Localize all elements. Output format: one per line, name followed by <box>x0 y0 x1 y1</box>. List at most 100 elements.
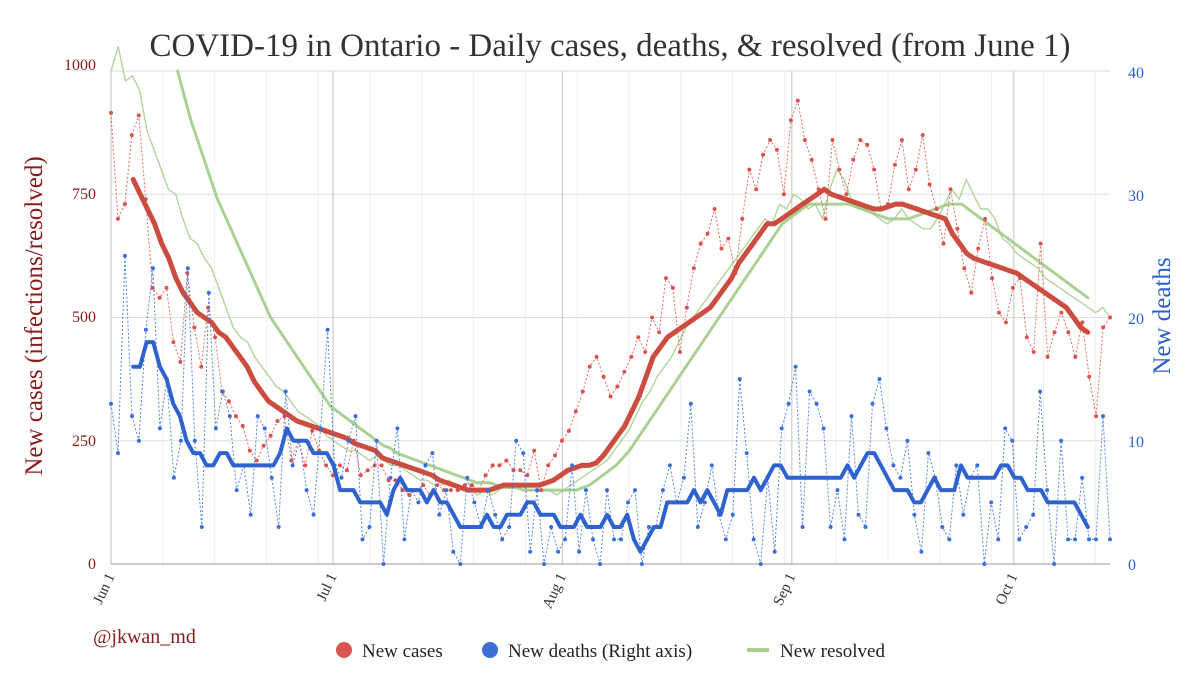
cases-point <box>997 310 1001 315</box>
cases-point <box>469 483 474 488</box>
deaths-point <box>248 512 253 517</box>
cases-point <box>275 419 280 423</box>
deaths-point <box>262 426 267 431</box>
deaths-point <box>870 401 875 406</box>
deaths-point <box>772 549 777 554</box>
cases-point <box>920 133 925 138</box>
cases-point <box>892 162 897 167</box>
deaths-point <box>493 512 498 517</box>
deaths-point <box>570 463 575 468</box>
legend-resolved-label: New resolved <box>780 641 885 662</box>
deaths-point <box>954 463 959 468</box>
deaths-point <box>807 389 812 394</box>
deaths-point <box>947 537 952 542</box>
cases-point <box>899 138 904 142</box>
deaths-point <box>199 525 204 529</box>
cases-point <box>837 167 842 172</box>
deaths-point <box>1045 488 1050 493</box>
cases-point <box>1073 354 1078 359</box>
cases-point <box>573 409 578 414</box>
cases-point <box>664 276 668 281</box>
cases-point <box>698 241 703 246</box>
deaths-point <box>360 537 365 542</box>
cases-point <box>622 369 627 374</box>
deaths-point <box>758 562 763 566</box>
deaths-point <box>143 327 148 332</box>
deaths-point <box>1087 537 1091 542</box>
cases-point <box>1010 285 1015 290</box>
cases-point <box>927 182 932 187</box>
deaths-point <box>318 426 323 431</box>
cases-point <box>1003 320 1008 325</box>
cases-point <box>726 236 731 241</box>
cases-point <box>990 276 995 281</box>
deaths-point <box>374 438 379 443</box>
deaths-point <box>255 414 260 419</box>
cases-point <box>483 473 488 478</box>
cases-point <box>768 138 773 142</box>
deaths-point <box>1080 475 1085 480</box>
deaths-point <box>178 438 183 443</box>
deaths-point <box>828 525 833 529</box>
legend-deaths-label: New deaths (Right axis) <box>508 641 692 662</box>
cases-point <box>109 110 113 115</box>
deaths-point <box>660 488 665 493</box>
deaths-point <box>234 488 239 493</box>
credit-text: @jkwan_md <box>93 626 196 648</box>
cases-point <box>580 389 585 394</box>
deaths-point <box>605 488 609 493</box>
deaths-point <box>136 438 141 443</box>
deaths-point <box>626 500 630 505</box>
cases-point <box>941 241 946 246</box>
deaths-point <box>556 549 561 554</box>
cases-point <box>587 364 592 369</box>
cases-point <box>1031 350 1036 354</box>
cases-point <box>532 448 537 453</box>
deaths-point <box>486 488 491 493</box>
deaths-point <box>304 488 309 493</box>
deaths-point <box>835 488 840 493</box>
deaths-point <box>681 475 686 480</box>
cases-point <box>719 246 724 251</box>
deaths-point <box>116 451 120 456</box>
y-tick-right-30: 30 <box>1128 188 1144 205</box>
cases-point <box>1024 335 1029 340</box>
cases-point <box>865 142 870 147</box>
cases-point <box>830 138 835 142</box>
deaths-point <box>577 549 582 554</box>
deaths-point <box>863 525 868 529</box>
deaths-point <box>227 414 232 419</box>
deaths-point <box>912 512 917 517</box>
deaths-point <box>667 463 672 468</box>
cases-point <box>906 187 911 192</box>
cases-point <box>136 113 141 118</box>
cases-point <box>1059 310 1064 315</box>
cases-point <box>344 468 349 473</box>
deaths-point <box>542 562 547 566</box>
series-cases <box>109 98 1112 497</box>
deaths-point <box>1038 389 1043 394</box>
cases-point <box>1052 330 1057 335</box>
deaths-point <box>123 253 127 258</box>
deaths-point <box>1017 537 1022 542</box>
cases-point <box>677 350 682 354</box>
cases-point <box>705 231 710 236</box>
cases-point <box>289 458 294 463</box>
cases-point <box>601 374 606 379</box>
deaths-point <box>612 537 616 542</box>
cases-point <box>934 207 939 211</box>
deaths-point <box>220 389 225 394</box>
series-deaths <box>109 253 1112 566</box>
deaths-point <box>150 266 155 271</box>
cases-point <box>178 359 183 364</box>
deaths-point <box>402 537 407 542</box>
cases-point <box>115 216 120 221</box>
deaths-point <box>695 525 700 529</box>
cases-point <box>310 428 315 433</box>
deaths-point <box>646 525 651 529</box>
cases-point <box>643 350 648 354</box>
cases-point <box>1101 325 1106 330</box>
legend-cases-label: New cases <box>362 641 443 662</box>
deaths-point <box>884 426 889 431</box>
